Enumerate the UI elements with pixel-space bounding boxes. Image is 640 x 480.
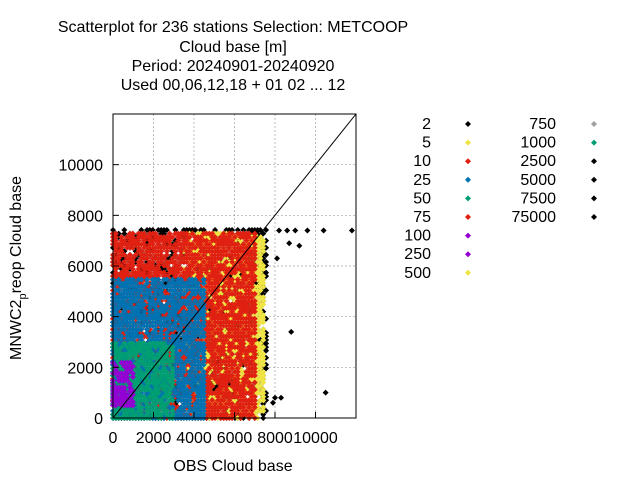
y-axis-label-rest: reop Cloud base: [8, 176, 25, 294]
legend-entry: 25: [413, 172, 471, 189]
data-point: [304, 227, 311, 234]
outlier-points: [269, 227, 355, 406]
x-tick-label: 4000: [176, 430, 212, 447]
legend-entry: 500: [404, 265, 471, 282]
data-points: [110, 227, 355, 421]
y-axis-label-main: MNWC2: [8, 299, 25, 360]
legend-entry: 250: [404, 246, 471, 263]
data-point: [278, 394, 285, 401]
x-tick-label: 8000: [257, 430, 293, 447]
legend-entry: 2500: [520, 153, 597, 170]
data-point: [296, 242, 303, 249]
x-tick-label: 10000: [293, 430, 338, 447]
legend-entry: 5: [422, 135, 471, 152]
data-point: [276, 227, 283, 234]
legend-marker: [591, 139, 597, 146]
data-point: [322, 389, 329, 396]
y-tick-label: 4000: [67, 310, 103, 327]
legend-marker: [591, 195, 597, 202]
diagonal-line: [112, 113, 357, 419]
legend-entry: 7500: [520, 190, 597, 207]
legend-marker: [591, 121, 597, 127]
legend-label: 250: [404, 246, 431, 263]
legend-entry: 5000: [520, 172, 597, 189]
legend-entry: 75: [413, 209, 471, 226]
legend-label: 1000: [520, 135, 556, 152]
legend-label: 2500: [520, 153, 556, 170]
data-point: [320, 227, 327, 234]
x-tick-label: 6000: [217, 430, 253, 447]
legend-marker: [465, 214, 471, 220]
legend-marker: [591, 214, 597, 220]
data-point: [348, 227, 355, 234]
axis-ticks: 0 2000 4000 6000 8000 10000020004000600080001…: [59, 158, 338, 447]
legend-entry: 1000: [520, 135, 597, 152]
legend-entry: 75000: [512, 209, 597, 226]
data-point: [288, 328, 295, 335]
legend-marker: [465, 251, 471, 258]
legend-label: 500: [404, 265, 431, 282]
legend-marker: [465, 232, 471, 239]
x-tick-label: 2000: [136, 430, 172, 447]
legend-label: 50: [413, 190, 431, 207]
data-point: [284, 227, 291, 234]
legend-label: 25: [413, 172, 431, 189]
legend-label: 5: [422, 135, 431, 152]
x-axis-label: OBS Cloud base: [173, 458, 292, 475]
data-point: [292, 227, 299, 234]
y-tick-label: 0: [94, 411, 103, 428]
title-line-2: Cloud base [m]: [179, 39, 287, 56]
data-point: [272, 394, 278, 401]
legend-marker: [465, 269, 471, 276]
legend-entry: 2: [422, 116, 471, 133]
legend-label: 10: [413, 153, 431, 170]
legend-label: 7500: [520, 190, 556, 207]
legend-entry: 10: [413, 153, 471, 170]
x-tick-label: 0: [109, 430, 118, 447]
data-point: [269, 399, 276, 406]
legend-entry: 750: [529, 116, 597, 133]
y-tick-label: 6000: [67, 259, 103, 276]
y-tick-label: 10000: [59, 158, 104, 175]
y-tick-label: 2000: [67, 360, 103, 377]
legend-label: 5000: [520, 172, 556, 189]
y-axis-label: MNWC2preop Cloud base: [8, 176, 29, 360]
legend-marker: [591, 158, 597, 165]
legend-marker: [591, 176, 597, 183]
data-point: [274, 255, 281, 262]
title-line-4: Used 00,06,12,18 + 01 02 ... 12: [121, 77, 346, 94]
legend-marker: [465, 176, 471, 183]
chart-title: Scatterplot for 236 stations Selection: …: [58, 19, 408, 94]
legend-label: 750: [529, 116, 556, 133]
data-point: [110, 359, 136, 409]
title-line-3: Period: 20240901-20240920: [132, 58, 335, 75]
legend-label: 75: [413, 209, 431, 226]
legend-marker: [465, 195, 471, 202]
y-axis-label-sub: p: [17, 293, 29, 299]
legend-label: 75000: [512, 209, 557, 226]
legend-label: 100: [404, 228, 431, 245]
y-tick-label: 8000: [67, 208, 103, 225]
legend: 2510255075100250500750100025005000750075…: [404, 116, 597, 282]
legend-marker: [465, 139, 471, 146]
data-point: [286, 240, 293, 247]
legend-entry: 100: [404, 228, 471, 245]
legend-marker: [465, 121, 471, 127]
point-cloud-250: [110, 359, 136, 409]
title-line-1: Scatterplot for 236 stations Selection: …: [58, 19, 408, 36]
legend-marker: [465, 158, 471, 165]
legend-entry: 50: [413, 190, 471, 207]
legend-label: 2: [422, 116, 431, 133]
